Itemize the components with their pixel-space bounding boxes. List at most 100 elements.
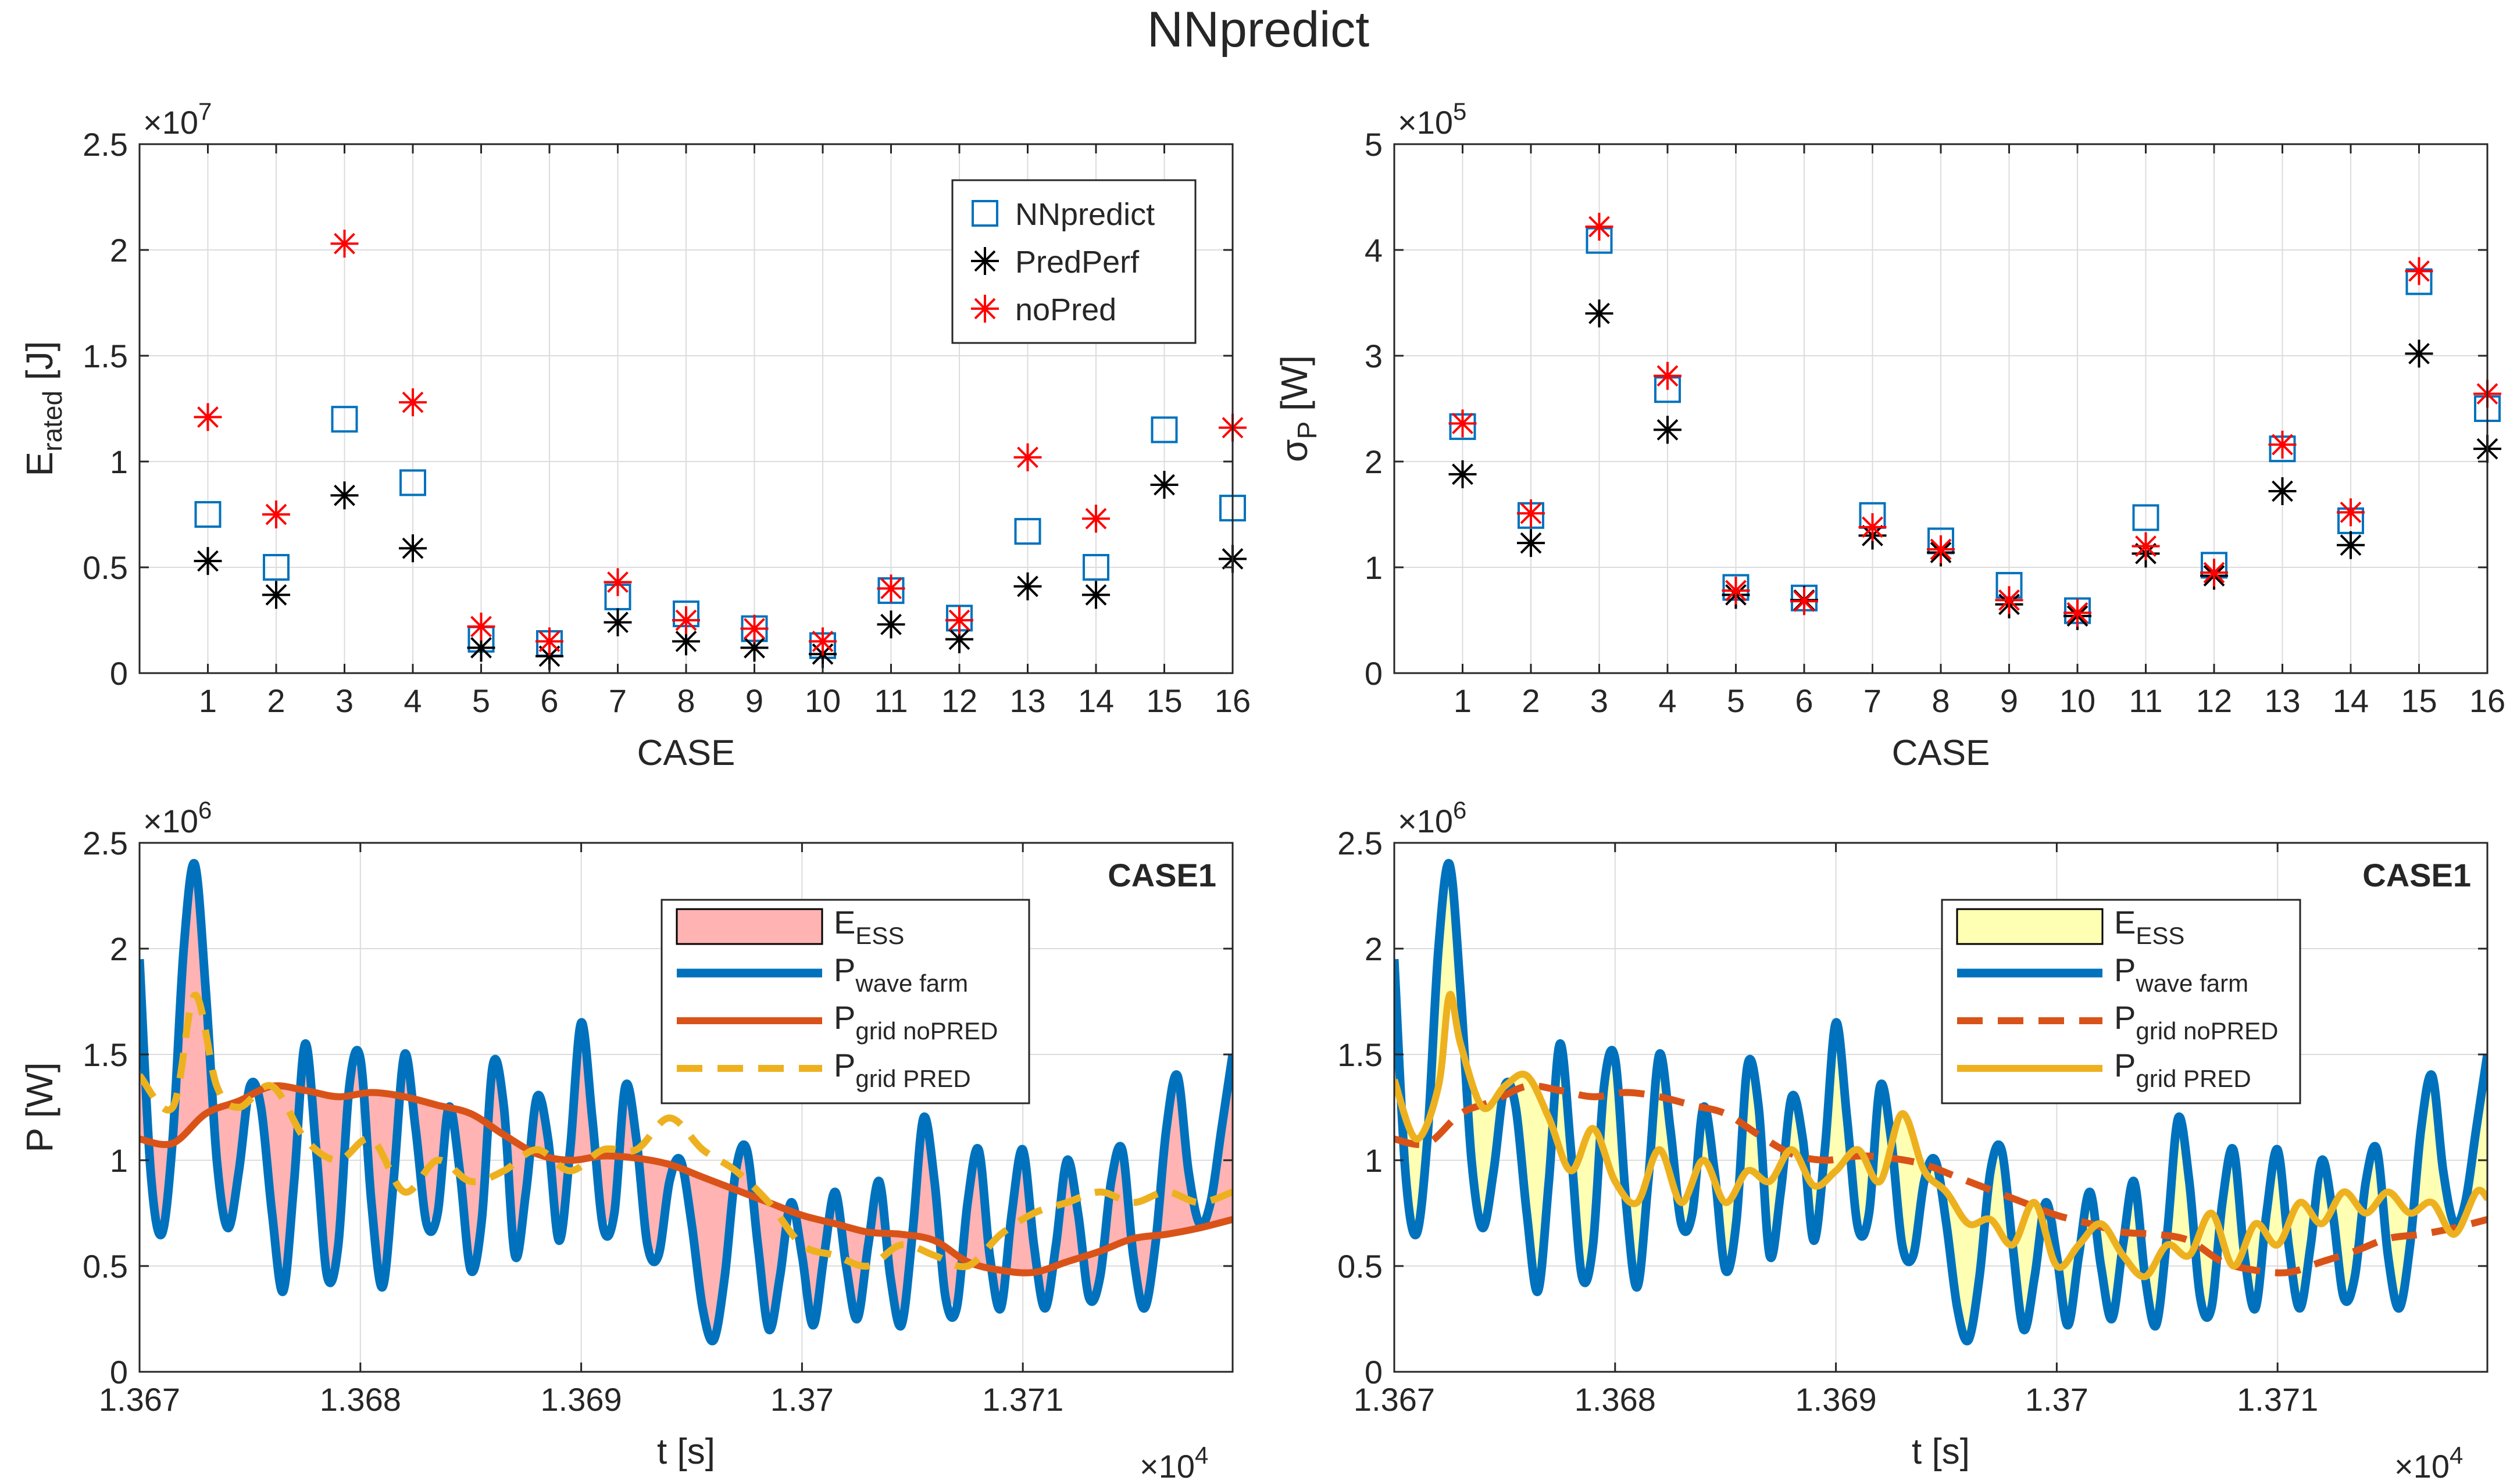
x-exponent-power: 4 [1195, 1442, 1208, 1469]
legend-label-main: P [2114, 999, 2136, 1036]
x-tick-label: 9 [2000, 682, 2018, 719]
y-exponent-power: 6 [1453, 796, 1466, 824]
y-exponent: ×105 [1398, 98, 1466, 141]
asterisk-marker [194, 547, 222, 575]
axes-box [138, 842, 1234, 1373]
asterisk-marker [2063, 599, 2091, 627]
y-tick-label: 2 [1365, 444, 1383, 480]
x-tick-label: 13 [2264, 682, 2300, 719]
asterisk-marker [672, 627, 700, 656]
legend-label: NNpredict [1015, 197, 1155, 232]
asterisk-marker [1722, 577, 1750, 605]
x-axis-label: t [s] [1912, 1432, 1970, 1472]
x-exponent: ×104 [1140, 1442, 1208, 1484]
y-tick-label: 2 [110, 232, 128, 269]
series-lines [140, 859, 1233, 1346]
asterisk-marker [2268, 430, 2297, 459]
x-tick-label: 10 [805, 682, 841, 719]
line-grid_nopred [1394, 1082, 2487, 1276]
asterisk-marker [809, 627, 837, 656]
y-tick-label: 0.5 [1337, 1248, 1383, 1285]
x-tick-label: 1 [1454, 682, 1472, 719]
y-axis-label: σP [W] [1273, 355, 1322, 462]
y-tick-label: 0 [110, 1354, 128, 1390]
asterisk-marker [1082, 505, 1110, 533]
asterisk-marker [971, 295, 999, 323]
asterisk-marker [1013, 443, 1042, 471]
x-tick-label: 7 [609, 682, 627, 719]
square-marker [2132, 504, 2159, 531]
y-tick-label: 2 [1365, 931, 1383, 967]
y-exponent-base: ×10 [143, 803, 198, 839]
x-tick-label: 12 [941, 682, 977, 719]
y-tick-label: 2.5 [83, 126, 128, 163]
asterisk-marker [399, 388, 427, 417]
asterisk-marker [877, 574, 905, 603]
line-wave [140, 859, 1233, 1346]
asterisk-marker [535, 627, 563, 656]
asterisk-marker [2337, 531, 2365, 559]
asterisk-marker [2200, 559, 2228, 587]
asterisk-marker [2337, 498, 2365, 527]
x-tick-label: 1.368 [320, 1381, 401, 1418]
y-tick-label: 1 [1365, 549, 1383, 586]
x-tick-label: 1.371 [982, 1381, 1063, 1418]
legend-label: Pgrid PRED [834, 1047, 971, 1092]
legend-label: Pwave farm [834, 952, 968, 997]
series-PredPerf [194, 471, 1247, 670]
legend-fill-swatch [1956, 908, 2104, 945]
y-axis-label: Erated [J] [19, 341, 67, 477]
y-exponent: ×106 [143, 796, 212, 839]
figure-title: NNpredict [1147, 2, 1369, 58]
y-tick-label: 1 [1365, 1142, 1383, 1179]
legend-label-sub: grid PRED [855, 1065, 970, 1092]
asterisk-marker [1585, 212, 1613, 241]
y-tick-label: 2.5 [83, 825, 128, 861]
square-marker [1014, 518, 1041, 545]
x-tick-label: 15 [1146, 682, 1182, 719]
x-tick-label: 1.371 [2237, 1381, 2318, 1418]
x-tick-label: 1.367 [99, 1381, 180, 1418]
asterisk-marker [2268, 477, 2297, 505]
panel-power_right: 1.367 1.368 1.369 1.37 1.37100.511.522.5×106… [1337, 796, 2489, 1484]
legend-fill-swatch [676, 908, 823, 945]
legend-label: Pgrid noPRED [834, 999, 998, 1045]
x-tick-label: 1.369 [1795, 1381, 1877, 1418]
case-annotation: CASE1 [2362, 857, 2471, 893]
asterisk-marker [604, 608, 632, 636]
x-tick-label: 16 [2469, 682, 2505, 719]
y-tick-label: 4 [1365, 232, 1383, 269]
asterisk-marker [1448, 409, 1477, 438]
y-tick-label: 0 [1365, 655, 1383, 692]
x-tick-label: 8 [677, 682, 695, 719]
y-tick-label: 1 [110, 1142, 128, 1179]
legend-label-sub: grid PRED [2136, 1065, 2251, 1092]
asterisk-marker [1013, 572, 1042, 600]
legend-label-sub: wave farm [2135, 970, 2248, 997]
square-marker [331, 406, 358, 433]
x-axis-label: CASE [1892, 733, 1990, 773]
legend-label-main: P [834, 999, 855, 1036]
y-exponent-base: ×10 [1398, 803, 1453, 839]
axes-box [1393, 842, 2489, 1373]
y-exponent: ×106 [1398, 796, 1466, 839]
asterisk-marker [467, 612, 495, 641]
legend-label-main: P [834, 952, 855, 988]
legend-label-main: P [834, 1047, 855, 1084]
x-exponent-power: 4 [2450, 1442, 2463, 1469]
y-exponent-power: 6 [198, 796, 212, 824]
square-marker [194, 501, 222, 528]
y-tick-label: 0 [1365, 1354, 1383, 1390]
asterisk-marker [1517, 529, 1545, 557]
asterisk-marker [1654, 416, 1681, 444]
asterisk-marker [1995, 586, 2023, 614]
y-label-main: E [19, 452, 60, 477]
y-label-main: σ [1273, 439, 1315, 462]
asterisk-marker [535, 642, 563, 670]
line-wave [1394, 859, 2487, 1346]
y-tick-label: 1.5 [1337, 1036, 1383, 1073]
legend-label-main: P [2114, 952, 2136, 988]
line-grid_pred [140, 992, 1233, 1271]
